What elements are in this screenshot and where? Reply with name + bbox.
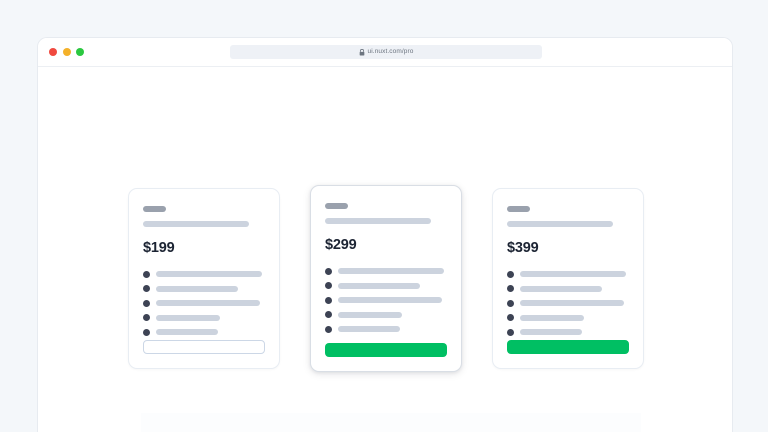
list-item: [325, 325, 447, 333]
plan-price: $299: [325, 237, 357, 253]
feature-text-skeleton: [156, 314, 220, 321]
feature-text-skeleton: [520, 329, 582, 335]
feature-text-skeleton: [156, 285, 238, 292]
close-window-button[interactable]: [49, 48, 57, 56]
bullet-icon: [325, 325, 332, 333]
plan-subtitle-skeleton: [325, 218, 431, 224]
feature-text-skeleton: [520, 300, 624, 306]
list-item: [507, 270, 629, 278]
plan-subtitle-skeleton: [507, 221, 613, 227]
bullet-icon: [325, 296, 332, 304]
feature-text-skeleton: [520, 314, 584, 321]
plan-features-list: [325, 267, 447, 333]
feature-text-skeleton: [156, 329, 218, 335]
feature-text-skeleton: [156, 271, 262, 277]
feature-text-skeleton: [338, 311, 402, 318]
list-item: [507, 285, 629, 292]
pricing-cards-grid: $199: [38, 67, 732, 432]
feature-text-skeleton: [520, 271, 626, 277]
bullet-icon: [507, 285, 514, 292]
address-bar-url: ui.nuxt.com/pro: [367, 47, 414, 55]
address-bar[interactable]: ui.nuxt.com/pro: [230, 45, 542, 59]
browser-window: ui.nuxt.com/pro $199: [37, 37, 733, 432]
bullet-icon: [143, 328, 150, 336]
bullet-icon: [507, 270, 514, 278]
list-item: [143, 314, 265, 321]
lock-icon: [359, 48, 364, 56]
page-viewport: $199: [38, 67, 732, 432]
bullet-icon: [507, 314, 514, 321]
bullet-icon: [507, 299, 514, 307]
list-item: [507, 299, 629, 307]
bullet-icon: [325, 267, 332, 275]
plan-title-skeleton: [507, 206, 530, 212]
maximize-window-button[interactable]: [76, 48, 84, 56]
list-item: [143, 299, 265, 307]
bullet-icon: [143, 314, 150, 321]
list-item: [507, 314, 629, 321]
bullet-icon: [325, 282, 332, 289]
list-item: [143, 328, 265, 336]
traffic-lights: [49, 48, 84, 56]
list-item: [143, 270, 265, 278]
bullet-icon: [507, 328, 514, 336]
bullet-icon: [143, 270, 150, 278]
minimize-window-button[interactable]: [62, 48, 71, 56]
bullet-icon: [143, 299, 150, 307]
feature-text-skeleton: [338, 326, 400, 332]
list-item: [325, 282, 447, 289]
plan-price: $199: [143, 240, 175, 256]
plan-title-skeleton: [325, 203, 348, 209]
feature-text-skeleton: [338, 268, 444, 274]
feature-text-skeleton: [338, 282, 420, 289]
list-item: [507, 328, 629, 336]
bullet-icon: [325, 311, 332, 318]
plan-features-list: [507, 270, 629, 336]
list-item: [325, 267, 447, 275]
bullet-icon: [143, 285, 150, 292]
list-item: [325, 311, 447, 318]
pricing-card-plan-3[interactable]: $399: [492, 188, 644, 369]
feature-text-skeleton: [156, 300, 260, 306]
list-item: [325, 296, 447, 304]
browser-chrome: ui.nuxt.com/pro: [38, 38, 732, 67]
list-item: [143, 285, 265, 292]
feature-text-skeleton: [338, 297, 442, 303]
plan-price: $399: [507, 240, 539, 256]
feature-text-skeleton: [520, 285, 602, 292]
plan-cta-button[interactable]: [325, 343, 447, 357]
page-section-divider: [141, 413, 641, 432]
pricing-card-plan-1[interactable]: $199: [128, 188, 280, 369]
plan-subtitle-skeleton: [143, 221, 249, 227]
pricing-card-plan-2[interactable]: $299: [310, 185, 462, 372]
plan-features-list: [143, 270, 265, 336]
plan-cta-button[interactable]: [143, 340, 265, 354]
plan-cta-button[interactable]: [507, 340, 629, 354]
plan-title-skeleton: [143, 206, 166, 212]
